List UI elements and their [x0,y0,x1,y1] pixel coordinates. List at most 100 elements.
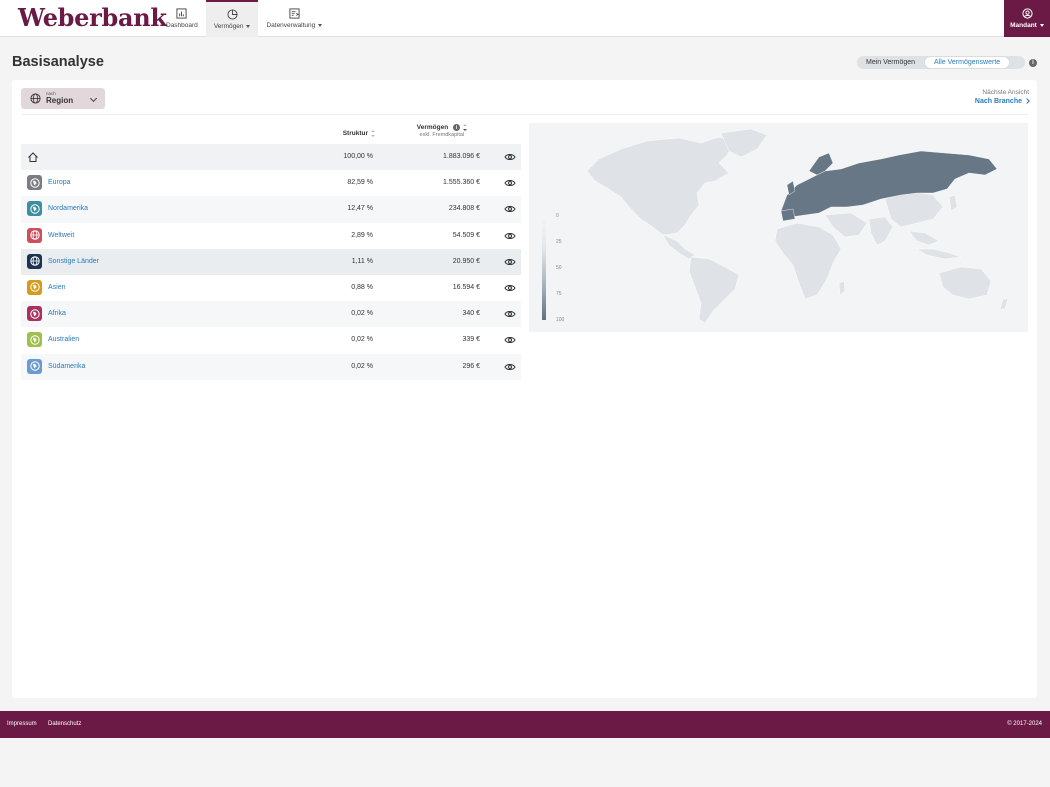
map-scandinavia [808,152,834,176]
eye-icon[interactable] [504,309,516,319]
region-pct: 0,88 % [351,283,373,291]
region-name-link[interactable]: Südamerika [48,362,86,370]
eye-icon[interactable] [504,362,516,372]
total-value: 1.883.096 € [443,153,480,160]
map-north-america [586,136,736,236]
table-row-total: 100,00 % 1.883.096 € [21,144,521,171]
column-struktur[interactable]: Struktur [343,130,375,137]
column-struktur-label: Struktur [342,130,368,138]
table-row: Australien 0,02 % 339 € [21,327,521,353]
datenschutz-link[interactable]: Datenschutz [48,721,82,727]
total-pct: 100,00 % [343,153,373,160]
legend-label: 100 [556,317,565,323]
eye-icon[interactable] [504,335,516,345]
divider [21,114,1028,115]
table-body: Europa 82,59 % 1.555.360 € Nordamerika 12,47… [21,170,521,380]
asia-globe-icon [29,282,40,293]
region-pct: 2,89 % [351,231,373,239]
eye-icon[interactable] [504,231,516,241]
toggle-mein-vermoegen[interactable]: Mein Vermögen [866,59,916,66]
region-name-link[interactable]: Australien [48,336,80,344]
table-row: Weltweit 2,89 % 54.509 € [21,223,521,249]
australia-globe-icon [29,335,40,345]
home-icon[interactable] [27,151,39,163]
region-icon [27,175,42,191]
column-vermoegen-sub: exkl. Fremdkapital [419,132,465,139]
nav-datenverwaltung-label: Datenverwaltung [266,22,316,29]
region-name-link[interactable]: Weltweit [48,231,75,239]
globe-icon [29,256,40,266]
sort-icon [371,130,375,137]
next-view-link[interactable]: Nach Branche [975,98,1030,105]
column-vermoegen-label: Vermögen [416,124,449,132]
map-africa [774,222,842,300]
region-name-link[interactable]: Asien [48,283,66,291]
region-icon [27,279,42,295]
page-title: Basisanalyse [12,54,104,70]
region-value: 340 € [462,310,480,318]
region-pct: 0,02 % [351,362,373,370]
table-row: Afrika 0,02 % 340 € [21,301,521,328]
map-greenland [720,128,768,158]
region-name-link[interactable]: Europa [48,179,71,187]
map-uk [786,180,796,196]
region-name-link[interactable]: Nordamerika [48,205,89,213]
map-europe-russia [780,150,998,218]
data-icon [289,8,300,19]
eye-icon[interactable] [504,283,516,293]
impressum-link[interactable]: Impressum [7,721,37,727]
map-legend-scale [542,217,546,320]
asset-scope-toggle: Mein Vermögen Alle Vermögenswerte [857,56,1025,69]
region-name-link[interactable]: Sonstige Länder [48,257,99,265]
next-view-label: Nächste Ansicht [982,89,1029,96]
region-icon [27,253,42,269]
toggle-alle-vermoegenswerte[interactable]: Alle Vermögenswerte [924,56,1011,69]
mandant-menu-button[interactable]: Mandant [1004,0,1050,37]
table-row: Südamerika 0,02 % 296 € [21,353,521,380]
eye-icon[interactable] [504,152,516,162]
region-value: 296 € [462,362,480,370]
column-vermoegen[interactable]: Vermögen i exkl. Fremdkapital [417,124,467,138]
world-map-svg [586,128,1009,324]
map-australia [938,266,992,300]
grouping-dropdown[interactable]: nach Region [21,88,105,109]
legend-label: 75 [556,291,562,297]
region-table: Struktur Vermögen i exkl. Fremdkapital 1… [21,122,521,380]
region-value: 234.808 € [448,205,480,213]
americas-globe-icon [29,204,40,214]
globe-icon [30,93,41,104]
legend-label: 50 [556,265,562,271]
weberbank-logo[interactable]: Weberbank [18,3,167,32]
region-icon [27,332,42,348]
map-madagascar [838,280,846,296]
chevron-down-icon [318,23,323,27]
region-value: 1.555.360 € [443,179,480,187]
map-japan [948,194,958,212]
chevron-down-icon [246,24,251,28]
nav-vermoegen[interactable]: Vermögen [205,0,259,37]
world-map: 0 25 50 75 100 [529,123,1028,332]
mandant-label: Mandant [1010,22,1037,29]
eye-icon[interactable] [504,257,516,267]
info-icon[interactable]: i [453,124,460,131]
eye-icon[interactable] [504,204,516,214]
chevron-down-icon [1039,23,1044,27]
region-value: 16.594 € [452,283,480,291]
nav-vermoegen-label: Vermögen [213,23,244,30]
region-icon [27,201,42,217]
region-value: 54.509 € [452,231,480,239]
map-iberia [780,208,796,222]
region-pct: 0,02 % [351,310,373,318]
info-icon[interactable]: i [1029,59,1037,67]
eye-icon[interactable] [504,178,516,188]
main-nav: Dashboard Vermögen Datenverwaltung [158,0,330,37]
footer: Impressum Datenschutz © 2017-2024 [0,711,1050,738]
table-row: Asien 0,88 % 16.594 € [21,275,521,301]
region-name-link[interactable]: Afrika [48,310,66,318]
globe-icon [29,230,40,240]
legend-label: 25 [556,239,562,245]
region-pct: 1,11 % [351,257,373,265]
nav-datenverwaltung[interactable]: Datenverwaltung [258,0,330,37]
map-south-america [688,256,740,324]
nav-dashboard[interactable]: Dashboard [158,0,206,37]
